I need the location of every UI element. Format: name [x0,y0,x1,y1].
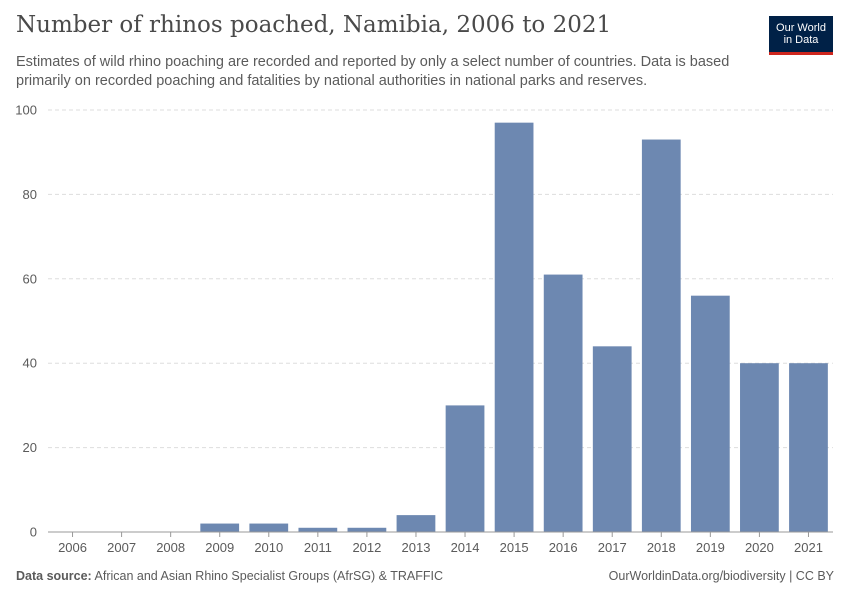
source-text: African and Asian Rhino Specialist Group… [94,569,444,583]
x-tick-label: 2011 [304,540,332,555]
bar-2012 [347,527,387,532]
x-tick-label: 2019 [696,540,725,555]
bar-2010 [249,523,289,532]
logo-line-1: Our World [776,22,826,34]
bar-2014 [445,405,485,532]
x-tick-label: 2012 [352,540,381,555]
chart-subtitle: Estimates of wild rhino poaching are rec… [16,54,730,89]
bar-2011 [298,527,338,532]
x-tick-label: 2010 [254,540,283,555]
bar-2021 [789,363,828,532]
x-tick-label: 2006 [58,540,87,555]
x-tick-label: 2008 [156,540,185,555]
bar-2018 [641,139,681,533]
bars-layer [200,122,828,533]
y-tick-label: 20 [23,440,37,455]
x-tick-label: 2007 [107,540,136,555]
bar-2015 [494,122,534,532]
bar-2009 [200,523,240,532]
bar-2020 [740,363,779,532]
x-tick-label: 2014 [451,540,480,555]
y-tick-label: 100 [15,103,37,118]
bar-2016 [543,274,583,532]
x-tick-label: 2018 [647,540,676,555]
x-tick-label: 2016 [549,540,578,555]
license-footer: OurWorldinData.org/biodiversity | CC BY [609,569,834,583]
data-source-footer: Data source: African and Asian Rhino Spe… [16,569,443,583]
chart-title: Number of rhinos poached, Namibia, 2006 … [16,12,612,38]
x-tick-label: 2020 [745,540,774,555]
y-tick-label: 0 [30,525,37,540]
x-tick-label: 2017 [598,540,627,555]
x-tick-label: 2021 [794,540,823,555]
y-tick-label: 40 [23,356,37,371]
logo-line-2: in Data [783,34,819,46]
owid-logo[interactable]: Our World in Data [769,16,833,55]
license-text: | CC BY [785,569,834,583]
bar-2013 [396,515,436,532]
y-tick-label: 80 [23,187,37,202]
x-tick-label: 2015 [500,540,529,555]
bar-2017 [592,346,632,532]
axis-layer: 0 20 40 60 80 100 2006 2007 2008 2009 2010 2011 2012… [15,103,833,555]
y-tick-label: 60 [23,271,37,286]
source-link[interactable]: OurWorldinData.org/biodiversity [608,569,786,583]
source-label: Data source: [16,569,92,583]
x-tick-label: 2009 [205,540,234,555]
x-tick-label: 2013 [402,540,431,555]
bar-2019 [690,295,730,532]
